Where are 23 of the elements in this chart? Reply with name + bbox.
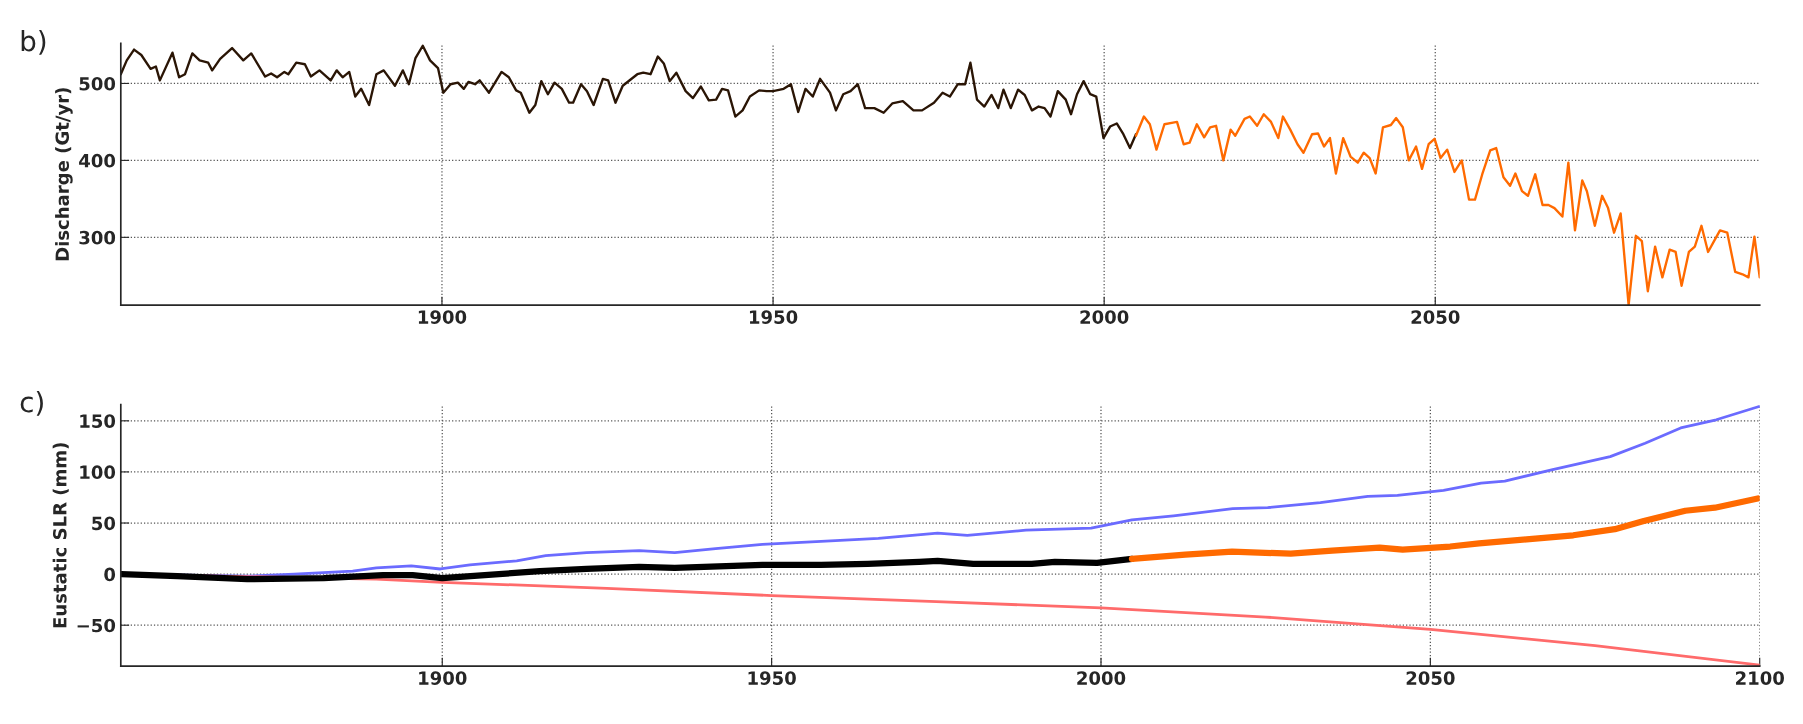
- y-tick-label: 400: [79, 153, 116, 168]
- x-tick-label: 2000: [1080, 310, 1129, 324]
- x-tick-label: 2050: [1411, 310, 1460, 324]
- y-axis-title: Eustatic SLR (mm): [52, 443, 69, 628]
- y-tick-label: −50: [77, 618, 116, 633]
- x-tick-label: 2100: [1736, 671, 1784, 685]
- y-tick-label: 300: [79, 230, 116, 245]
- y-tick-label: 100: [80, 465, 116, 480]
- line-series: [1134, 113, 1760, 306]
- x-tick-label: 1950: [749, 310, 798, 324]
- x-tick-label: 2000: [1077, 671, 1126, 685]
- y-tick-label: 150: [80, 414, 116, 428]
- line-series: [120, 44, 1138, 150]
- y-tick-label: 500: [79, 76, 116, 91]
- text: b): [21, 30, 46, 55]
- y-tick-label: 50: [92, 516, 116, 531]
- x-tick-label: 2050: [1406, 671, 1455, 685]
- text: c): [20, 391, 43, 416]
- x-tick-label: 1900: [419, 671, 467, 685]
- x-tick-label: 1900: [418, 310, 467, 324]
- y-axis-title: Discharge (Gt/yr): [55, 88, 73, 261]
- y-tick-label: 0: [104, 567, 116, 582]
- x-tick-label: 1950: [748, 671, 796, 685]
